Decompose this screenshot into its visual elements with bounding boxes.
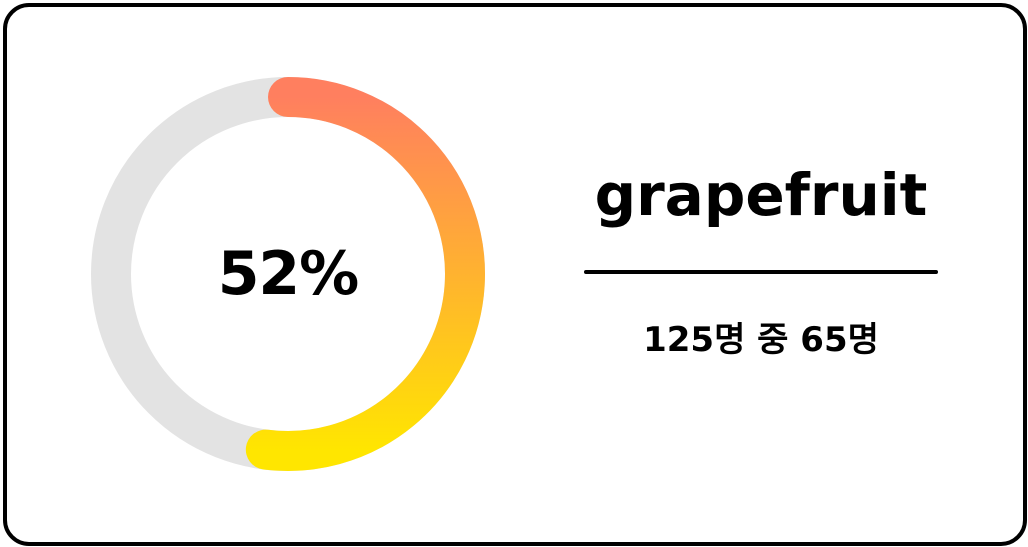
divider xyxy=(584,270,938,274)
result-card xyxy=(3,3,1027,546)
item-name: grapefruit xyxy=(594,161,928,229)
progress-ring-graphic xyxy=(91,77,485,471)
percent-label: 52% xyxy=(217,239,360,309)
progress-arc xyxy=(245,77,485,471)
progress-ring xyxy=(90,76,486,472)
item-info: grapefruit xyxy=(584,150,938,250)
count-label: 125명 중 65명 xyxy=(643,320,879,360)
